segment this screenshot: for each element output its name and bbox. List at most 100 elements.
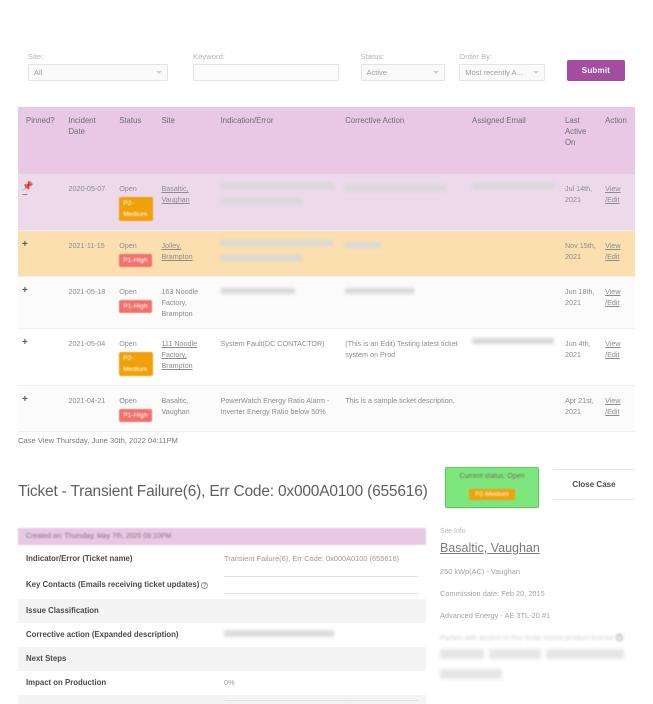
assigned-to-input[interactable] [224,699,418,704]
redacted-text [220,255,303,261]
cell-action[interactable]: View /Edit [601,385,635,432]
field-label: Corrective action (Expanded description) [26,630,179,640]
cell-site[interactable]: Basaltic, Vaughan [157,174,217,231]
site-link[interactable]: 163 Noodle Factory, Brampton [161,287,199,318]
severity-badge: P2-Medium [119,352,154,376]
site-select-value: All [34,68,43,77]
order-by-select[interactable]: Most recently A... [459,64,545,81]
cell-pin[interactable]: 📌 − [18,174,65,231]
cell-action[interactable]: View /Edit [601,276,635,329]
table-head: Pinned? Incident Date Status Site Indica… [18,107,635,174]
view-edit-link[interactable]: View /Edit [605,184,621,204]
cell-incident-date: 2021-05-04 [64,328,116,386]
cell-incident-date: 2021-04-21 [64,385,116,432]
cell-status: Open P1-High [115,276,158,329]
cell-indication: System Fault(DC CONTACTOR) [216,328,342,386]
field-label: Impact on Production [26,678,107,688]
redacted-text [220,288,296,294]
cell-last-active: Nov 15th, 2021 [560,230,602,277]
status-select[interactable]: Active [360,64,446,81]
cell-site[interactable]: Jolley, Brampton [157,230,217,277]
cell-indication [216,174,342,231]
ticket-fields-panel: Created on: Thursday, May 7th, 2020 09:1… [18,527,426,704]
view-edit-link[interactable]: View /Edit [605,396,621,416]
column-header-site: Site [157,107,217,174]
site-select[interactable]: All [28,64,168,81]
cell-action[interactable]: View /Edit [601,174,635,231]
cell-action[interactable]: View /Edit [601,230,635,277]
keyword-input[interactable] [193,64,339,81]
order-by-select-value: Most recently A... [465,68,523,77]
field-corrective-action: Corrective action (Expanded description) [18,623,426,647]
pin-icon[interactable]: 📌 [22,181,34,191]
case-view-timestamp: Case View Thursday, June 30th, 2022 04:1… [18,436,178,445]
cell-pin[interactable]: + [18,385,65,432]
table-row[interactable]: 📌 − 2020-05-07 Open P2-Medium Basaltic, … [18,174,635,231]
cell-incident-date: 2020-05-07 [64,174,116,231]
ticket-header: Ticket - Transient Failure(6), Err Code:… [18,467,635,512]
site-link[interactable]: Basaltic, Vaughan [161,184,190,204]
column-header-status: Status [115,107,158,174]
plus-icon[interactable]: + [22,337,28,348]
cell-last-active: Jul 14th, 2021 [560,174,602,231]
field-value: Transient Failure(6), Err Code: 0x000A01… [224,554,400,564]
close-case-button[interactable]: Close Case [553,469,635,500]
cell-corrective-action: (This is an Edit) Testing latest ticket … [341,328,469,386]
column-header-assigned-email: Assigned Email [468,107,561,174]
column-header-incident-date: Incident Date [64,107,116,174]
view-edit-link[interactable]: View /Edit [605,339,621,359]
table-row[interactable]: + 2021-11-15 Open P1-High Jolley, Brampt… [18,230,635,277]
site-info-capacity: 250 kWp(AC) - Vaughan [440,566,520,576]
submit-button[interactable]: Submit [566,60,625,81]
redacted-text [345,288,415,294]
view-edit-link[interactable]: View /Edit [605,241,621,261]
filter-order-by-label: Order By: [459,52,493,61]
info-icon[interactable]: ? [615,634,623,642]
cell-site[interactable]: Basaltic, Vaughan [157,385,217,432]
page-title: Ticket - Transient Failure(6), Err Code:… [18,483,428,501]
key-contacts-input[interactable] [224,575,418,594]
cell-pin[interactable]: + [18,276,65,329]
cell-pin[interactable]: + [18,230,65,277]
cell-corrective-action: This is a sample ticket description. [341,385,469,432]
field-value: 0% [224,678,235,688]
cell-corrective-action [341,174,469,231]
site-access-tags [440,648,635,684]
site-info-name[interactable]: Basaltic, Vaughan [440,540,540,555]
site-link[interactable]: 111 Noodle Factory, Brampton [161,339,198,370]
severity-badge: P1-High [119,409,152,422]
table-row[interactable]: + 2021-04-21 Open P1-High Basaltic, Vaug… [18,385,635,432]
filter-site: Site: All [28,52,168,81]
column-header-last-active: Last Active On [560,107,602,174]
minus-icon[interactable]: − [22,190,28,201]
chevron-down-icon [532,71,539,74]
cell-site[interactable]: 163 Noodle Factory, Brampton [157,276,217,329]
site-link[interactable]: Jolley, Brampton [161,241,193,261]
cell-site[interactable]: 111 Noodle Factory, Brampton [157,328,217,386]
plus-icon[interactable]: + [22,394,28,405]
site-info-share-note: Parties with access to this Solar Insure… [440,633,635,642]
cell-assigned-email [468,385,561,432]
cell-corrective-action [341,230,469,277]
status-select-value: Active [366,68,387,77]
cell-last-active: Apr 21st, 2021 [560,385,602,432]
info-icon[interactable]: ? [201,581,209,589]
status-text: Open [119,287,137,296]
table-row[interactable]: + 2021-05-04 Open P2-Medium 111 Noodle F… [18,328,635,386]
cell-action[interactable]: View /Edit [601,328,635,386]
severity-badge: P1-High [119,300,152,313]
field-label: Key Contacts (Emails receiving ticket up… [26,579,224,590]
access-tag [489,648,541,659]
view-edit-link[interactable]: View /Edit [605,287,621,307]
access-tag [440,668,502,679]
plus-icon[interactable]: + [22,285,28,296]
status-text: Open [119,396,137,405]
tickets-table-wrapper: Pinned? Incident Date Status Site Indica… [18,107,635,432]
cell-indication [216,276,342,329]
severity-badge: P2-Medium [119,197,154,221]
table-row[interactable]: + 2021-05-18 Open P1-High 163 Noodle Fac… [18,276,635,329]
cell-corrective-action [341,276,469,329]
field-impact-on-production: Impact on Production 0% [18,671,426,695]
cell-pin[interactable]: + [18,328,65,386]
plus-icon[interactable]: + [22,239,28,250]
